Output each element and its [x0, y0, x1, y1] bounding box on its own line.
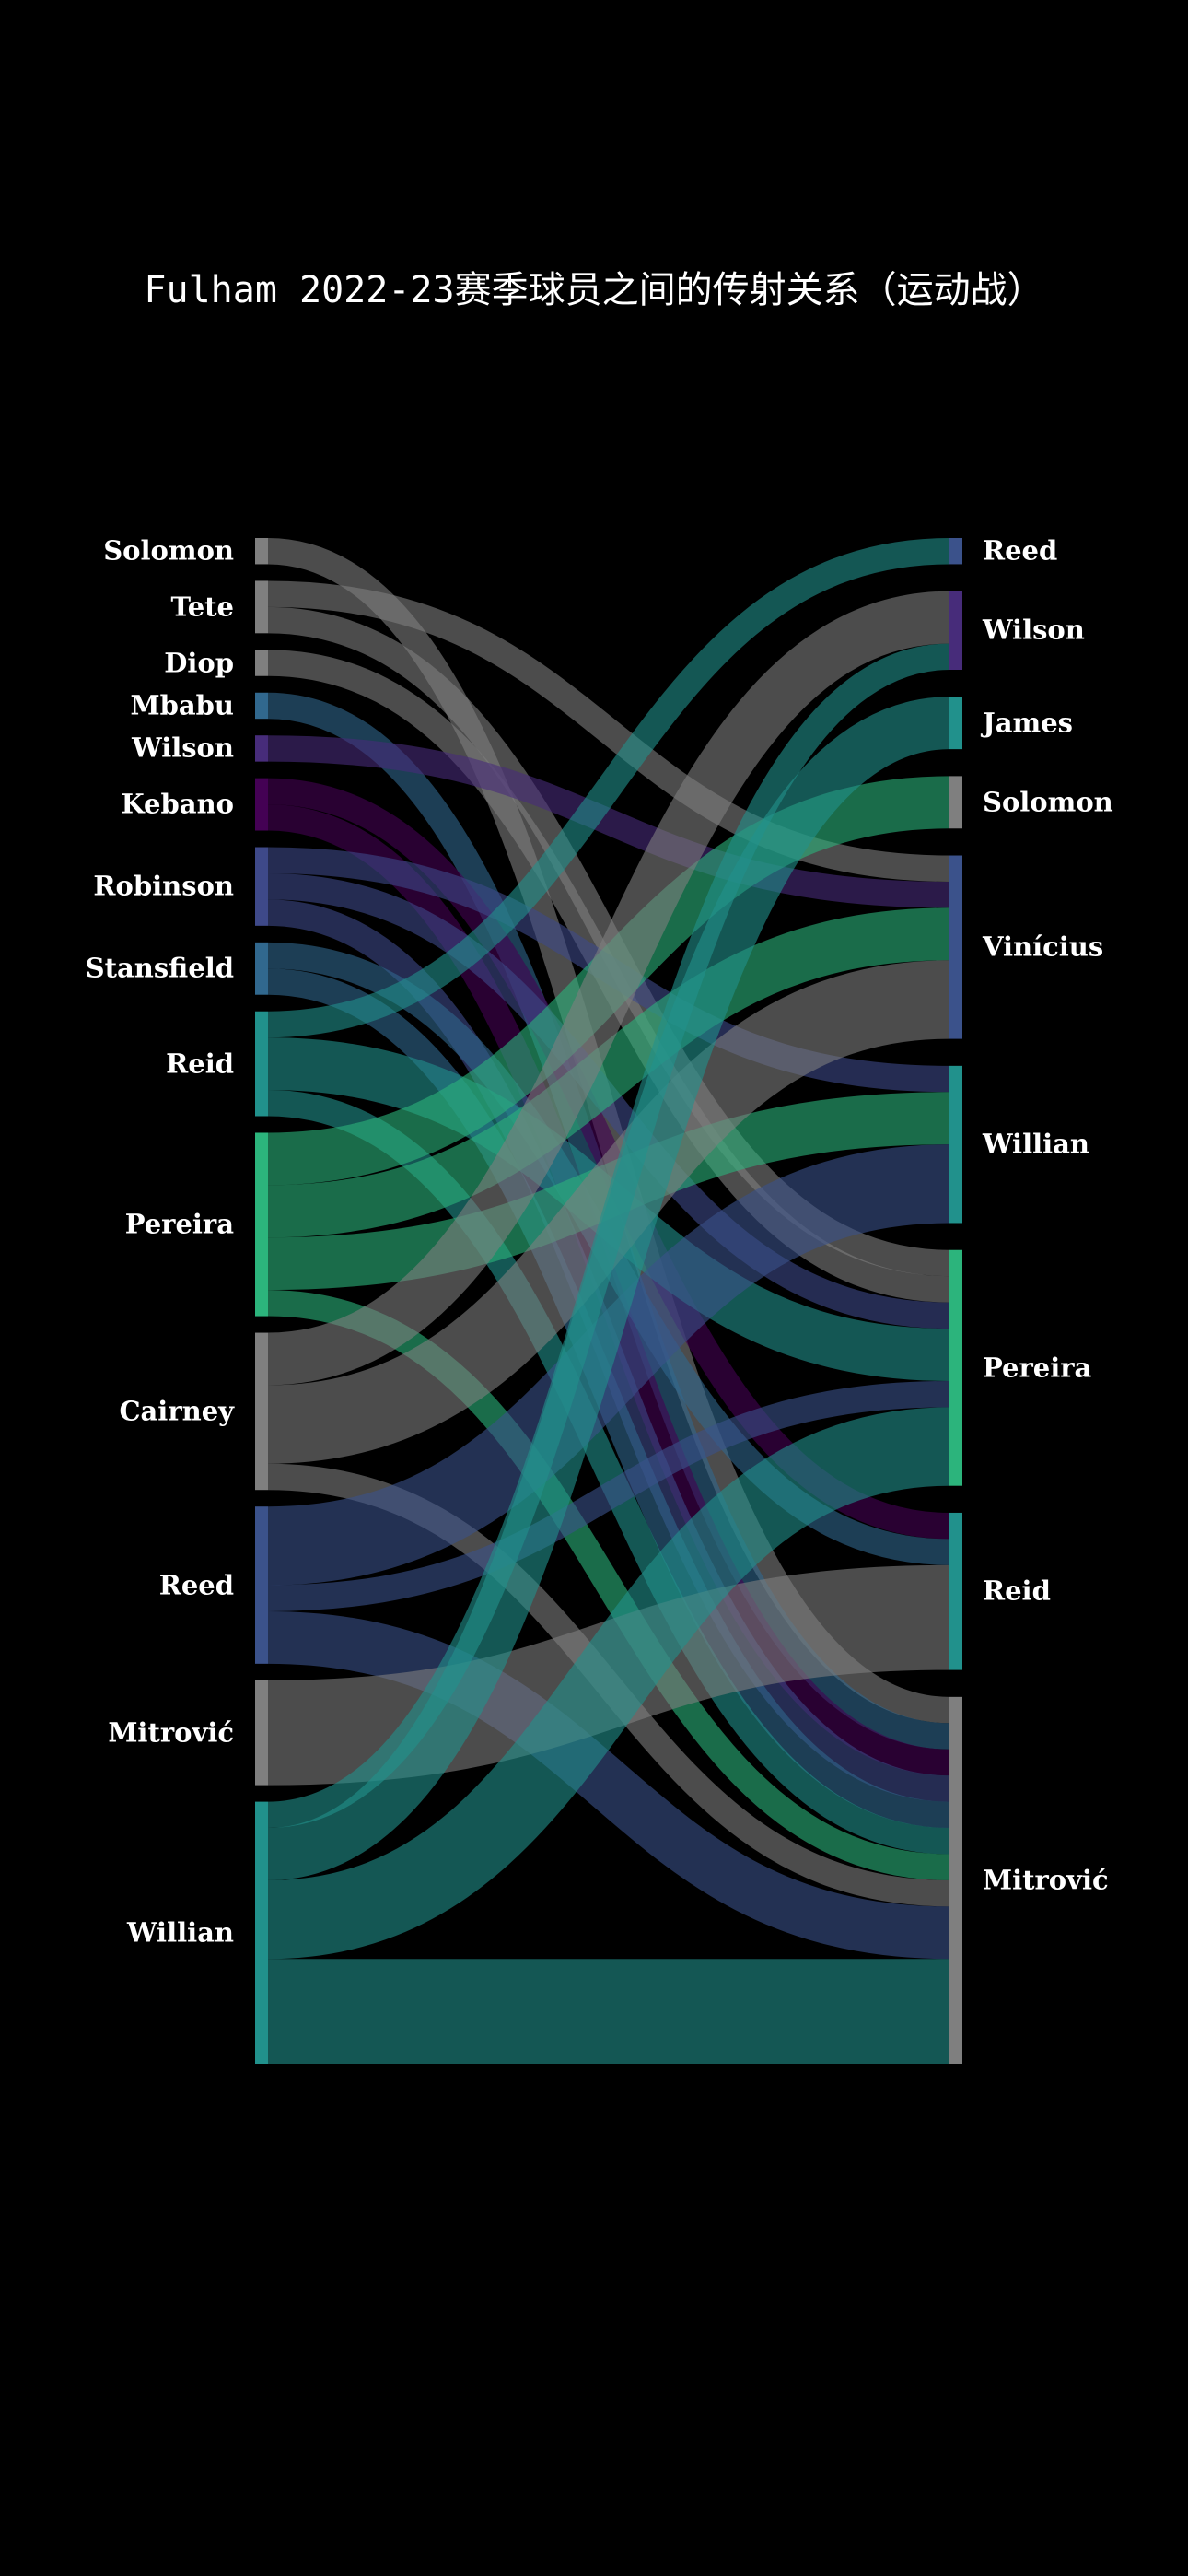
link-reed-to-pereira	[267, 1380, 950, 1611]
source-label-robinson: Robinson	[93, 870, 234, 902]
source-label-mbabu: Mbabu	[130, 689, 234, 721]
source-node-pereira	[255, 1132, 268, 1317]
target-label-reid: Reid	[983, 1575, 1051, 1607]
source-node-mbabu	[255, 692, 268, 720]
source-node-reed	[255, 1506, 268, 1664]
source-label-mitrovic: Mitrović	[108, 1716, 234, 1749]
target-node-vinicius	[949, 855, 962, 1039]
source-label-reed: Reed	[158, 1569, 234, 1601]
source-node-solomon	[255, 538, 268, 565]
source-node-wilson	[255, 735, 268, 762]
source-node-tete	[255, 580, 268, 634]
target-node-pereira	[949, 1249, 962, 1486]
source-label-diop: Diop	[164, 647, 234, 679]
source-node-cairney	[255, 1332, 268, 1491]
chart-title: Fulham 2022-23赛季球员之间的传射关系（运动战）	[144, 269, 1044, 311]
source-node-stansfield	[255, 942, 268, 995]
target-node-solomon	[949, 776, 962, 829]
target-node-james	[949, 697, 962, 750]
link-willian-to-james	[266, 697, 951, 1880]
source-node-willian	[255, 1801, 268, 2064]
target-label-wilson: Wilson	[983, 614, 1085, 646]
source-node-mitrovic	[255, 1680, 268, 1786]
target-label-vinicius: Vinícius	[983, 931, 1104, 963]
links-group	[266, 538, 951, 2065]
target-label-james: James	[983, 707, 1073, 739]
target-node-reed	[949, 538, 962, 565]
target-label-solomon: Solomon	[983, 786, 1113, 818]
link-willian-to-pereira	[267, 1407, 950, 1960]
source-node-reid	[255, 1011, 268, 1117]
source-node-diop	[255, 650, 268, 676]
source-node-kebano	[255, 778, 268, 831]
link-tete-to-vinicius	[267, 580, 950, 882]
target-label-mitrovic: Mitrović	[983, 1864, 1109, 1896]
link-reed-to-mitrovic	[267, 1610, 950, 1960]
source-label-wilson: Wilson	[132, 732, 234, 764]
target-label-willian: Willian	[983, 1128, 1089, 1160]
source-label-tete: Tete	[170, 591, 234, 623]
source-label-pereira: Pereira	[124, 1208, 234, 1240]
target-node-mitrovic	[949, 1696, 962, 2064]
source-label-cairney: Cairney	[119, 1395, 234, 1427]
source-node-robinson	[255, 847, 268, 926]
target-node-wilson	[949, 591, 962, 671]
target-node-willian	[949, 1065, 962, 1224]
target-node-reid	[949, 1512, 962, 1670]
source-label-solomon: Solomon	[103, 534, 234, 567]
target-label-pereira: Pereira	[983, 1352, 1092, 1384]
nodes-group	[255, 538, 962, 2064]
link-pereira-to-vinicius	[267, 907, 950, 1238]
link-cairney-to-wilson	[267, 591, 950, 1386]
source-label-stansfield: Stansfield	[85, 952, 234, 984]
link-wilson-to-vinicius	[267, 735, 950, 908]
source-label-willian: Willian	[127, 1916, 234, 1949]
source-label-reid: Reid	[166, 1048, 234, 1080]
link-reid-to-reed	[267, 538, 950, 1038]
source-label-kebano: Kebano	[121, 788, 234, 820]
target-label-reed: Reed	[983, 534, 1058, 567]
